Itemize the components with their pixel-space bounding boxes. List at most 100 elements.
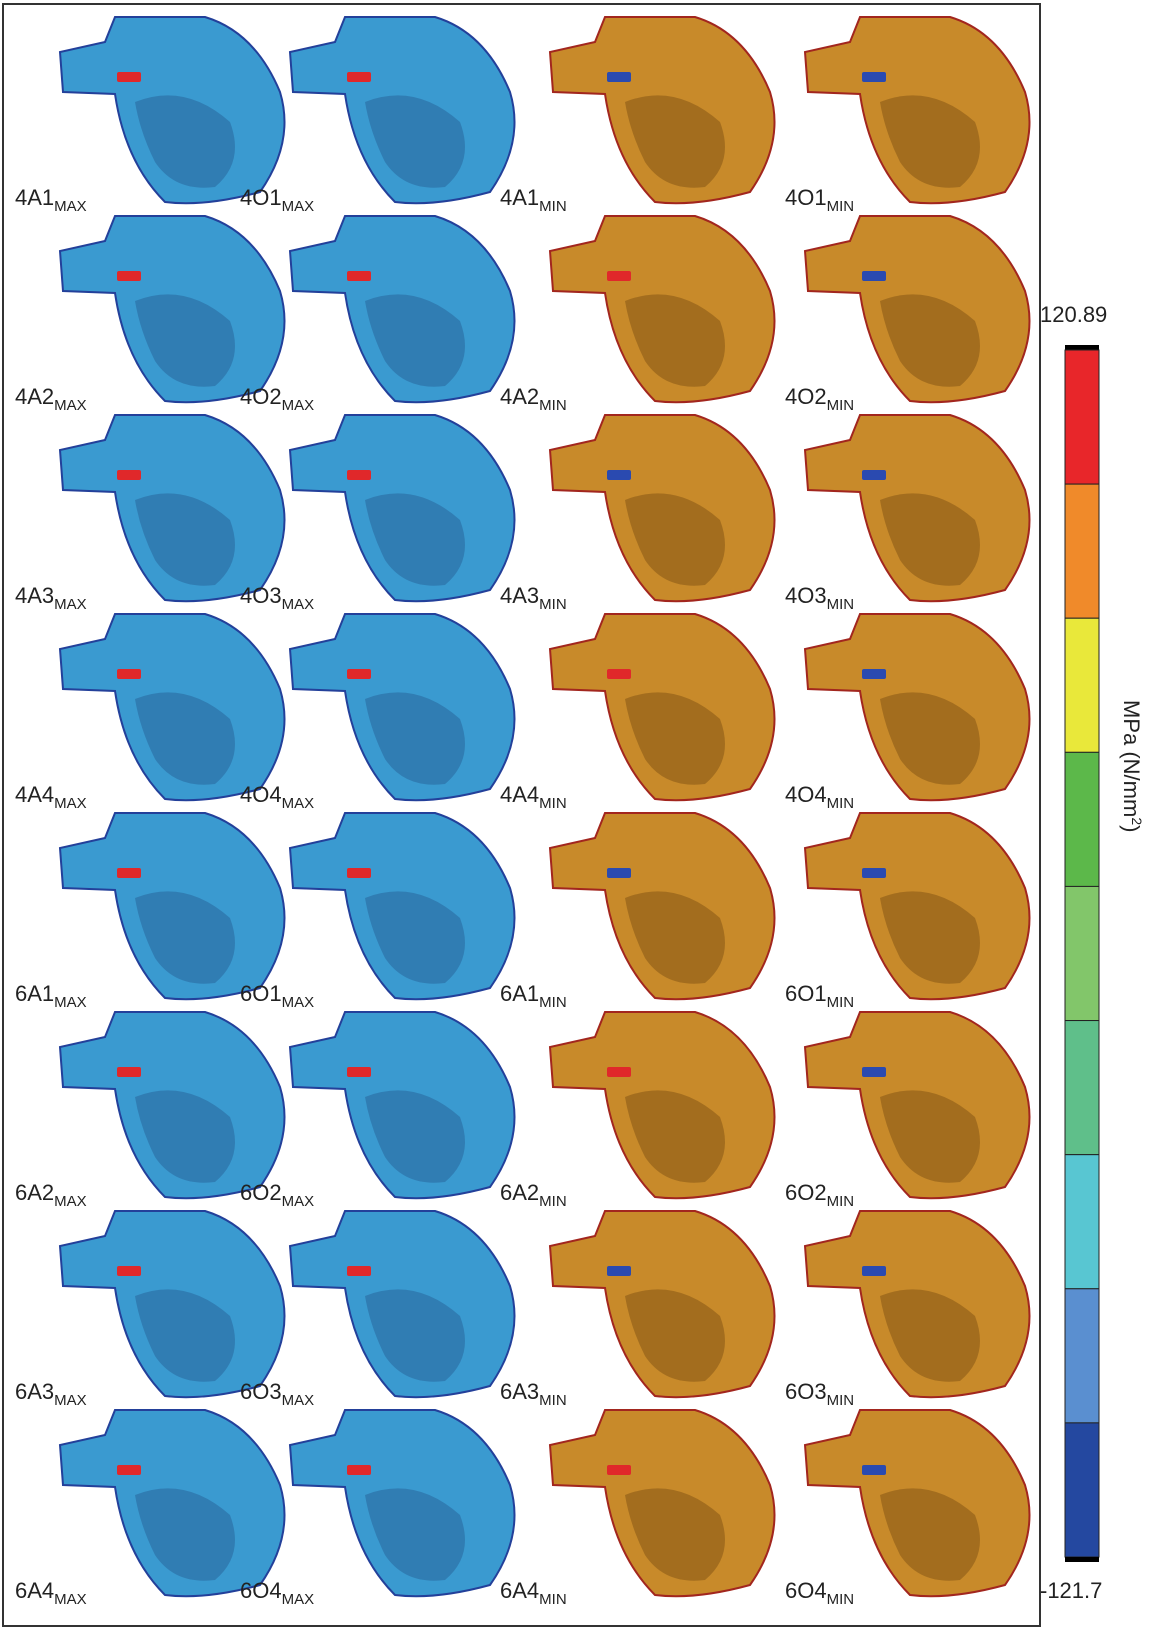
label-sub: MAX (282, 1193, 315, 1210)
label-sub: MIN (539, 1591, 567, 1608)
label-sub: MIN (827, 198, 855, 215)
max-marker (607, 669, 631, 679)
max-marker (117, 669, 141, 679)
label-sub: MAX (54, 795, 87, 812)
stress-plot (550, 614, 775, 800)
panel-label: 6O4MIN (785, 1578, 854, 1608)
label-sub: MIN (539, 994, 567, 1011)
colorbar-min: -121.7 (1040, 1578, 1102, 1603)
label-sub: MAX (282, 994, 315, 1011)
panel-label: 4A2MAX (15, 384, 87, 414)
colorbar-unit: MPa (N/mm2) (1119, 700, 1145, 832)
max-marker (862, 72, 886, 82)
stress-plot (550, 813, 775, 999)
label-sub: MAX (282, 397, 315, 414)
stress-plot (805, 216, 1030, 402)
label-base: 4O3 (785, 583, 827, 608)
label-sub: MAX (282, 198, 315, 215)
stress-plot (290, 17, 515, 203)
label-sub: MIN (827, 596, 855, 613)
panel-label: 4O4MIN (785, 782, 854, 812)
label-sub: MAX (54, 1193, 87, 1210)
panel-label: 4A1MAX (15, 185, 87, 215)
panel-label: 6A4MAX (15, 1578, 87, 1608)
stress-plot (550, 1012, 775, 1198)
label-base: 4A4 (15, 782, 54, 807)
label-base: 4O3 (240, 583, 282, 608)
stress-plot (290, 1211, 515, 1397)
colorbar-band (1065, 1289, 1099, 1423)
label-base: 6O4 (240, 1578, 282, 1603)
stress-plot (290, 813, 515, 999)
stress-plot (550, 1211, 775, 1397)
max-marker (117, 868, 141, 878)
label-sub: MIN (827, 397, 855, 414)
label-sub: MAX (54, 1392, 87, 1409)
max-marker (862, 868, 886, 878)
label-sub: MAX (282, 1392, 315, 1409)
max-marker (862, 470, 886, 480)
colorbar-band (1065, 1021, 1099, 1155)
label-base: 4A4 (500, 782, 539, 807)
colorbar-band (1065, 484, 1099, 618)
stress-plot (60, 813, 285, 999)
panel-label: 4O3MIN (785, 583, 854, 613)
label-sub: MIN (827, 1193, 855, 1210)
colorbar-band (1065, 752, 1099, 886)
panel-label: 4A2MIN (500, 384, 567, 414)
stress-plot (805, 17, 1030, 203)
stress-plot (290, 1410, 515, 1596)
stress-plot (290, 1012, 515, 1198)
panel-label: 4A3MIN (500, 583, 567, 613)
label-sub: MIN (539, 397, 567, 414)
panel-label: 4A4MIN (500, 782, 567, 812)
label-base: 6A2 (500, 1180, 539, 1205)
label-base: 4O2 (240, 384, 282, 409)
label-base: 6O4 (785, 1578, 827, 1603)
label-base: 6O2 (240, 1180, 282, 1205)
panel-label: 4O1MAX (240, 185, 314, 215)
label-base: 4O2 (785, 384, 827, 409)
stress-plot (290, 614, 515, 800)
stress-plot (805, 813, 1030, 999)
stress-plot (805, 1012, 1030, 1198)
max-marker (607, 470, 631, 480)
label-base: 6O1 (785, 981, 827, 1006)
label-base: 6A4 (15, 1578, 54, 1603)
label-base: 6A4 (500, 1578, 539, 1603)
label-base: 6O1 (240, 981, 282, 1006)
label-base: 4A3 (15, 583, 54, 608)
max-marker (117, 72, 141, 82)
label-sub: MAX (54, 1591, 87, 1608)
panel-label: 6O1MAX (240, 981, 314, 1011)
max-marker (117, 470, 141, 480)
label-base: 6A2 (15, 1180, 54, 1205)
label-sub: MAX (282, 596, 315, 613)
stress-plot (550, 415, 775, 601)
stress-plot (805, 614, 1030, 800)
panel-label: 4A3MAX (15, 583, 87, 613)
colorbar-band (1065, 886, 1099, 1020)
stress-plot (60, 216, 285, 402)
label-sub: MAX (54, 198, 87, 215)
panel-label: 6O2MAX (240, 1180, 314, 1210)
unit-text: MPa (N/mm (1119, 700, 1144, 817)
max-marker (117, 1465, 141, 1475)
stress-plot (290, 216, 515, 402)
label-sub: MIN (827, 994, 855, 1011)
stress-plot (60, 17, 285, 203)
label-sub: MAX (282, 1591, 315, 1608)
max-marker (607, 1465, 631, 1475)
max-marker (607, 1067, 631, 1077)
label-sub: MAX (54, 397, 87, 414)
max-marker (347, 271, 371, 281)
max-marker (347, 470, 371, 480)
stress-plot (60, 1410, 285, 1596)
stress-plot (805, 415, 1030, 601)
label-base: 4A1 (500, 185, 539, 210)
panel-label: 4O4MAX (240, 782, 314, 812)
stress-plot (805, 1211, 1030, 1397)
panel-label: 4A4MAX (15, 782, 87, 812)
label-sub: MAX (282, 795, 315, 812)
stress-plot (60, 614, 285, 800)
